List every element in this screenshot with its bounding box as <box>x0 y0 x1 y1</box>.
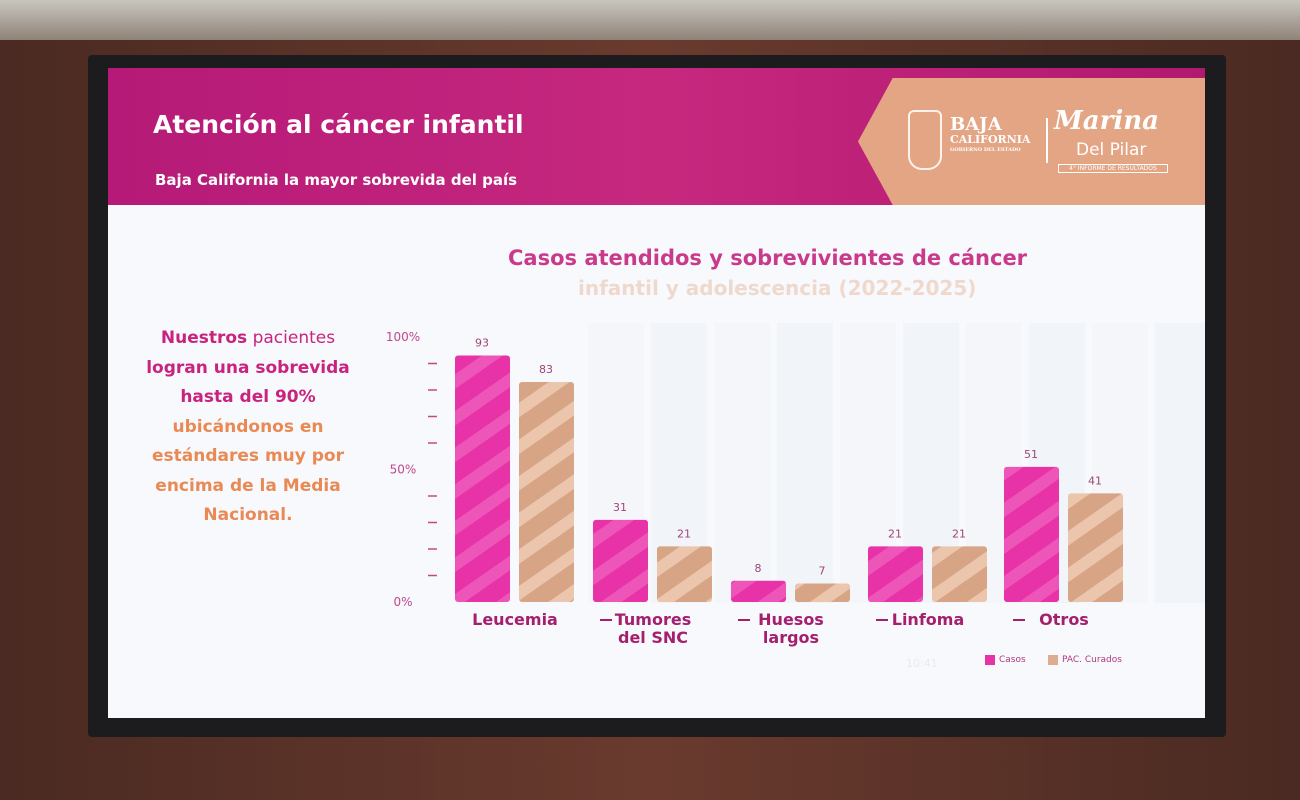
bar-casos <box>593 519 648 602</box>
state-logo: BAJA CALIFORNIA GOBIERNO DEL ESTADO <box>950 116 1030 153</box>
state-shield-icon <box>908 110 942 170</box>
bg-column <box>714 323 770 603</box>
legend-curados: PAC. Curados <box>1048 655 1122 665</box>
chart-title: Casos atendidos y sobrevivientes de cánc… <box>508 246 1028 270</box>
logo-area <box>858 78 1205 205</box>
text: Nuestros <box>160 328 248 348</box>
bg-column <box>1155 323 1205 603</box>
x-tick-label: del SNC <box>618 628 688 647</box>
x-tick-label: Otros <box>1039 610 1089 629</box>
data-label: 8 <box>755 562 762 575</box>
logo-text: BAJA <box>950 114 1002 135</box>
governor-logo: Marina <box>1054 106 1159 136</box>
bar-curados <box>1068 493 1123 602</box>
bar-casos <box>455 355 510 602</box>
x-tick-label: Huesos <box>758 610 824 629</box>
governor-logo-sub: Del Pilar <box>1076 140 1147 160</box>
bar-curados <box>795 583 850 602</box>
bar-casos <box>731 580 786 602</box>
text: pacientes <box>247 328 336 348</box>
informe-badge: 4° INFORME DE RESULTADOS <box>1058 164 1168 173</box>
logo-divider <box>1046 118 1048 163</box>
y-tick-label: 0% <box>393 595 412 609</box>
bg-column <box>777 323 833 603</box>
y-tick-label: 50% <box>390 463 417 477</box>
legend-swatch <box>985 655 995 665</box>
data-label: 93 <box>475 337 489 350</box>
wall-top <box>0 0 1300 40</box>
x-tick-label: Tumores <box>615 610 691 629</box>
timestamp: 10:41 <box>906 657 938 670</box>
data-label: 41 <box>1088 474 1102 487</box>
bar-casos <box>1004 466 1059 602</box>
data-label: 21 <box>952 527 966 540</box>
data-label: 51 <box>1024 448 1038 461</box>
logo-text: GOBIERNO DEL ESTADO <box>950 147 1021 153</box>
legend-casos: Casos <box>985 655 1026 665</box>
text: ubicándonos en <box>172 416 324 437</box>
data-label: 21 <box>888 527 902 540</box>
bar-curados <box>932 546 987 602</box>
legend-label: PAC. Curados <box>1062 655 1122 665</box>
x-tick-label: Leucemia <box>472 610 558 629</box>
data-label: 7 <box>819 564 826 577</box>
text: logran una sobrevida <box>146 357 350 378</box>
text: hasta del 90% <box>180 387 316 407</box>
text: Nacional. <box>203 505 293 525</box>
x-tick-label: largos <box>763 628 819 647</box>
bar-curados <box>657 546 712 602</box>
data-label: 31 <box>613 501 627 514</box>
legend-label: Casos <box>999 655 1026 665</box>
bar-casos <box>868 546 923 602</box>
logo-text: CALIFORNIA <box>950 133 1031 146</box>
x-tick-label: Linfoma <box>892 610 965 629</box>
slide: Atención al cáncer infantil Baja Califor… <box>108 68 1205 718</box>
legend-swatch <box>1048 655 1058 665</box>
data-label: 83 <box>539 363 553 376</box>
chart-subtitle: infantil y adolescencia (2022-2025) <box>578 276 977 300</box>
bar-curados <box>519 382 574 602</box>
text: encima de la Media <box>155 475 341 496</box>
slide-title: Atención al cáncer infantil <box>153 110 524 139</box>
slide-subtitle: Baja California la mayor sobrevida del p… <box>155 171 518 189</box>
y-tick-label: 100% <box>386 330 420 344</box>
text: estándares muy por <box>152 446 344 466</box>
data-label: 21 <box>677 527 691 540</box>
highlight-text: Nuestros pacientes logran una sobrevida … <box>128 324 368 531</box>
